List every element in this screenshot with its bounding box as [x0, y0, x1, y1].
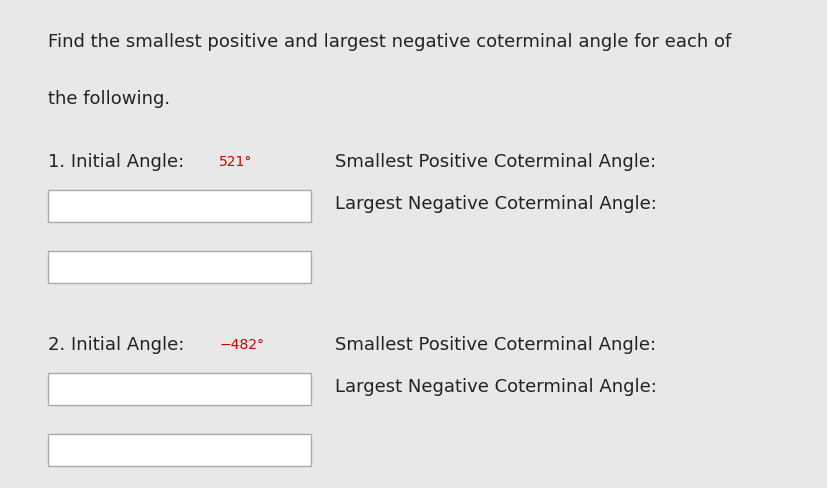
Text: Largest Negative Coterminal Angle:: Largest Negative Coterminal Angle: — [334, 377, 656, 395]
Text: Find the smallest positive and largest negative coterminal angle for each of: Find the smallest positive and largest n… — [48, 33, 731, 51]
Text: 521°: 521° — [219, 155, 252, 168]
Text: 1. Initial Angle:: 1. Initial Angle: — [48, 153, 190, 171]
Text: Smallest Positive Coterminal Angle:: Smallest Positive Coterminal Angle: — [334, 335, 655, 353]
FancyBboxPatch shape — [48, 251, 310, 284]
Text: Largest Negative Coterminal Angle:: Largest Negative Coterminal Angle: — [334, 194, 656, 212]
FancyBboxPatch shape — [48, 190, 310, 223]
Text: the following.: the following. — [48, 89, 170, 107]
Text: Smallest Positive Coterminal Angle:: Smallest Positive Coterminal Angle: — [334, 153, 655, 171]
FancyBboxPatch shape — [48, 373, 310, 406]
FancyBboxPatch shape — [48, 434, 310, 467]
Text: 2. Initial Angle:: 2. Initial Angle: — [48, 335, 190, 353]
Text: −482°: −482° — [219, 337, 264, 351]
